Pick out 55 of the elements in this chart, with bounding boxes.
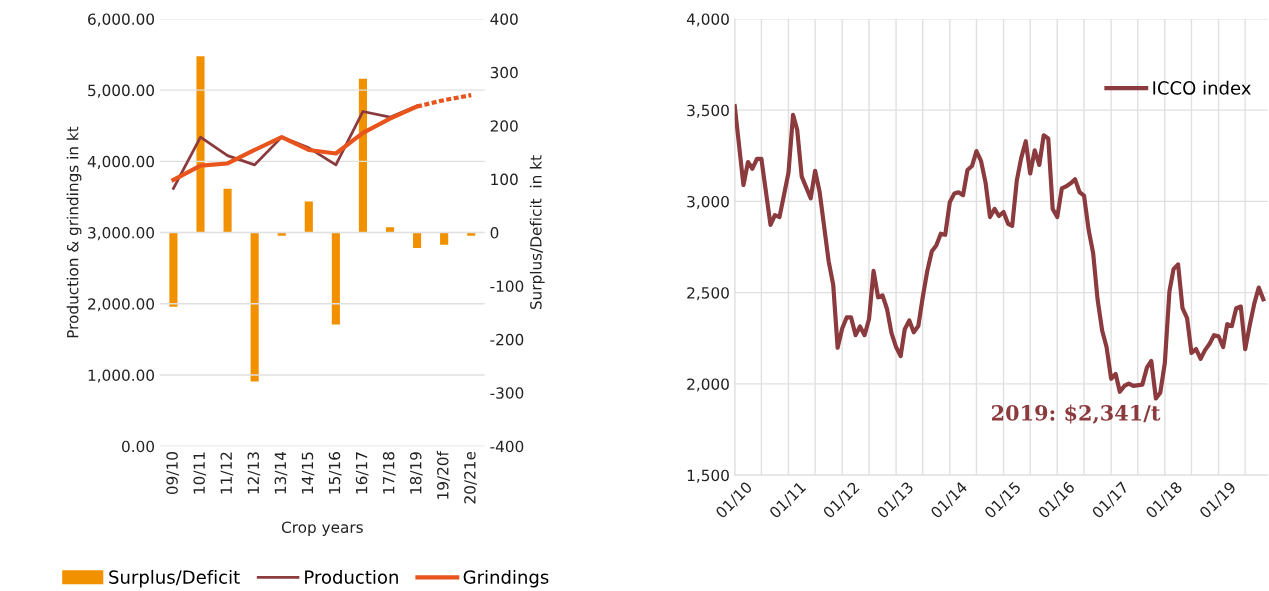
bar <box>196 56 205 233</box>
y-axis-title: Production & grindings in kt <box>66 126 82 338</box>
y-tick-label: 6,000.00 <box>88 13 155 27</box>
y2-tick-label: 0 <box>490 227 499 239</box>
y-tick-label: 3,000.00 <box>88 227 155 241</box>
y-tick-label: 4,000.00 <box>87 155 155 169</box>
x-tick-label: 18/19 <box>409 452 423 494</box>
y-tick-label: 3,000 <box>687 195 729 209</box>
y2-tick-label: 400 <box>490 13 518 25</box>
legend-label: ICCO index <box>1153 80 1251 95</box>
x-tick-label: 16/17 <box>355 452 369 494</box>
y-tick-label: 5,000.00 <box>88 84 155 98</box>
legend-label: Grindings <box>463 569 549 588</box>
y2-tick-label: 200 <box>490 120 518 132</box>
bar <box>385 227 395 233</box>
y-tick-label: 1,500 <box>687 469 729 483</box>
y-tick-label: 1,000.00 <box>88 369 155 383</box>
y-tick-label: 3,500 <box>687 104 729 118</box>
legend-label: Surplus/Deficit <box>109 569 240 588</box>
bar <box>223 188 232 233</box>
bar <box>358 78 367 233</box>
x-tick-label: 10/11 <box>193 452 207 494</box>
annotation: 2019: $2,341/t <box>991 404 1161 424</box>
bar <box>467 232 476 236</box>
x-axis-title: Crop years <box>281 521 363 536</box>
bar <box>331 232 340 325</box>
y2-axis-title: Surplus/Deficit in kt <box>529 155 545 310</box>
x-tick-label: 19/20f <box>436 450 450 499</box>
x-tick-label: 12/13 <box>247 452 261 494</box>
x-tick-label: 15/16 <box>328 452 342 494</box>
x-tick-label: 20/21e <box>464 451 477 504</box>
x-tick-label: 09/10 <box>166 452 180 495</box>
y2-tick-label: -200 <box>490 333 524 346</box>
y-tick-label: 0.00 <box>122 440 155 453</box>
legend-label: Production <box>305 569 398 584</box>
y2-tick-label: -400 <box>490 440 524 453</box>
y-tick-label: 2,500 <box>687 287 729 301</box>
x-tick-label: 13/14 <box>274 451 288 494</box>
y-tick-label: 2,000 <box>687 378 729 392</box>
bar <box>169 232 178 307</box>
bar <box>304 201 313 233</box>
bar <box>413 232 422 249</box>
y-tick-label: 2,000.00 <box>88 298 155 312</box>
bar <box>440 232 449 245</box>
y2-tick-label: -100 <box>490 280 524 292</box>
y2-tick-label: 100 <box>491 173 518 186</box>
y2-tick-label: 300 <box>490 66 518 79</box>
x-tick-label: 14/15 <box>301 452 315 494</box>
y-tick-label: 4,000 <box>686 13 729 27</box>
y2-tick-label: -300 <box>490 387 524 399</box>
x-tick-label: 17/18 <box>382 452 396 494</box>
bar <box>277 232 286 236</box>
x-tick-label: 11/12 <box>220 452 234 494</box>
bar <box>250 232 259 382</box>
line-series <box>734 104 1266 401</box>
